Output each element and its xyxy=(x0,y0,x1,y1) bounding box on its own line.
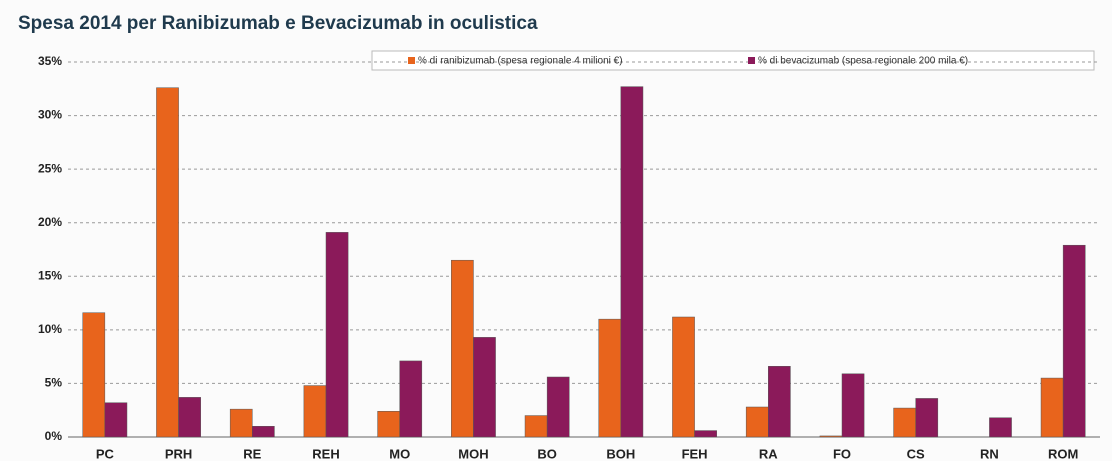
x-tick-label: REH xyxy=(312,446,339,461)
bar xyxy=(451,259,474,438)
x-tick-label: RN xyxy=(980,446,999,461)
bar xyxy=(473,337,496,438)
y-tick-label: 20% xyxy=(38,215,62,229)
x-tick-label: BO xyxy=(537,446,557,461)
x-tick-label: FO xyxy=(833,446,851,461)
y-tick-label: 10% xyxy=(38,322,62,336)
bar xyxy=(745,406,769,438)
bar xyxy=(768,366,791,438)
bar xyxy=(1062,244,1086,438)
x-tick-label: PC xyxy=(96,446,115,461)
legend-box xyxy=(371,50,1095,71)
y-tick-label: 0% xyxy=(45,429,63,443)
y-tick-label: 5% xyxy=(45,376,63,390)
x-tick-label: PRH xyxy=(165,446,192,461)
legend-label: % di ranibizumab (spesa regionale 4 mili… xyxy=(418,56,623,67)
x-tick-label: RA xyxy=(759,446,778,461)
bar xyxy=(598,318,622,438)
bar xyxy=(893,407,916,438)
legend-swatch xyxy=(748,57,755,64)
bar xyxy=(672,316,695,438)
y-tick-label: 25% xyxy=(38,161,62,175)
legend-swatch xyxy=(408,57,415,64)
bar xyxy=(178,397,201,438)
x-tick-label: CS xyxy=(907,446,925,461)
y-tick-label: 35% xyxy=(38,54,62,68)
legend-label: % di bevacizumab (spesa regionale 200 mi… xyxy=(758,56,968,67)
bar xyxy=(229,408,253,438)
bar xyxy=(819,435,843,438)
bar xyxy=(377,411,400,438)
bar xyxy=(989,417,1012,438)
y-tick-label: 30% xyxy=(38,108,62,122)
bar xyxy=(156,87,179,438)
bar xyxy=(104,402,128,438)
x-tick-label: BOH xyxy=(606,446,635,461)
y-tick-label: 15% xyxy=(38,268,62,282)
bar xyxy=(399,360,423,438)
x-tick-label: RE xyxy=(243,446,261,461)
bar xyxy=(694,430,717,438)
x-tick-label: FEH xyxy=(682,446,708,461)
x-tick-label: MOH xyxy=(458,446,488,461)
bar xyxy=(524,415,548,438)
bar xyxy=(841,373,865,438)
x-tick-label: MO xyxy=(389,446,410,461)
bar xyxy=(325,232,349,438)
bar xyxy=(303,385,327,438)
bar xyxy=(82,312,106,438)
bar xyxy=(1040,377,1064,438)
bar xyxy=(915,398,939,438)
chart-title: Spesa 2014 per Ranibizumab e Bevacizumab… xyxy=(18,13,538,34)
bar xyxy=(252,426,275,438)
bar xyxy=(546,376,570,438)
x-tick-label: ROM xyxy=(1048,446,1078,461)
bar xyxy=(620,86,644,438)
